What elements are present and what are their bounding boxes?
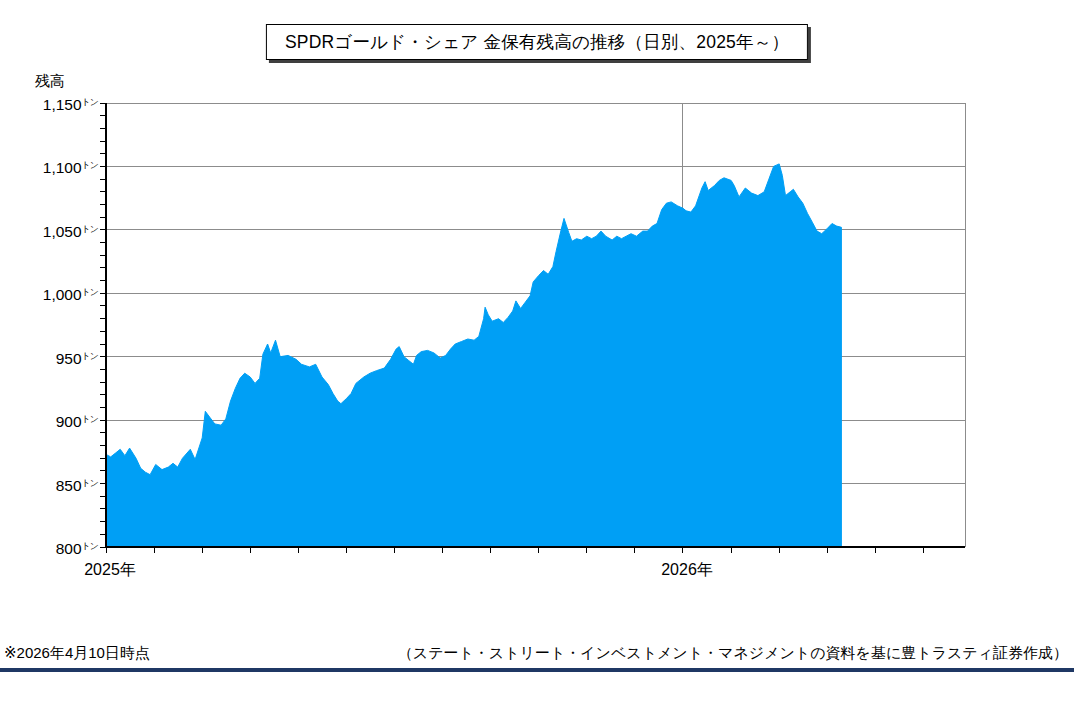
y-tick-unit: トン xyxy=(82,160,98,170)
y-tick-label-950: 950トン xyxy=(0,347,98,368)
y-tick-value: 1,050 xyxy=(43,223,82,240)
gold-holdings-chart-page: SPDRゴールド・シェア 金保有残高の推移（日別、2025年～） 残高 1,15… xyxy=(0,0,1074,707)
x-tick-label-2025: 2025年 xyxy=(55,560,165,581)
y-tick-value: 1,000 xyxy=(43,286,82,303)
y-tick-unit: トン xyxy=(82,414,98,424)
y-tick-value: 950 xyxy=(56,350,82,367)
y-tick-unit: トン xyxy=(82,478,98,488)
y-tick-label-1100: 1,100トン xyxy=(0,156,98,177)
y-tick-label-900: 900トン xyxy=(0,410,98,431)
y-tick-unit: トン xyxy=(82,541,98,551)
y-tick-value: 1,100 xyxy=(43,159,82,176)
y-tick-value: 1,150 xyxy=(43,96,82,113)
footer-rule xyxy=(0,668,1074,672)
y-tick-label-1000: 1,000トン xyxy=(0,283,98,304)
y-tick-unit: トン xyxy=(82,351,98,361)
footnote-source: （ステート・ストリート・インベストメント・マネジメントの資料を基に豊トラスティ証… xyxy=(398,644,1068,663)
y-tick-label-850: 850トン xyxy=(0,474,98,495)
area-series-gold-holdings xyxy=(106,164,841,547)
y-tick-unit: トン xyxy=(82,224,98,234)
footnote-as-of-date: ※2026年4月10日時点 xyxy=(4,644,150,663)
chart-canvas xyxy=(0,0,1074,630)
y-tick-value: 850 xyxy=(56,477,82,494)
x-tick-label-2026: 2026年 xyxy=(632,560,742,581)
y-tick-value: 900 xyxy=(56,413,82,430)
y-tick-unit: トン xyxy=(82,97,98,107)
y-tick-label-800: 800トン xyxy=(0,537,98,558)
y-tick-unit: トン xyxy=(82,287,98,297)
y-tick-label-1150: 1,150トン xyxy=(0,93,98,114)
y-tick-label-1050: 1,050トン xyxy=(0,220,98,241)
y-tick-value: 800 xyxy=(56,540,82,557)
